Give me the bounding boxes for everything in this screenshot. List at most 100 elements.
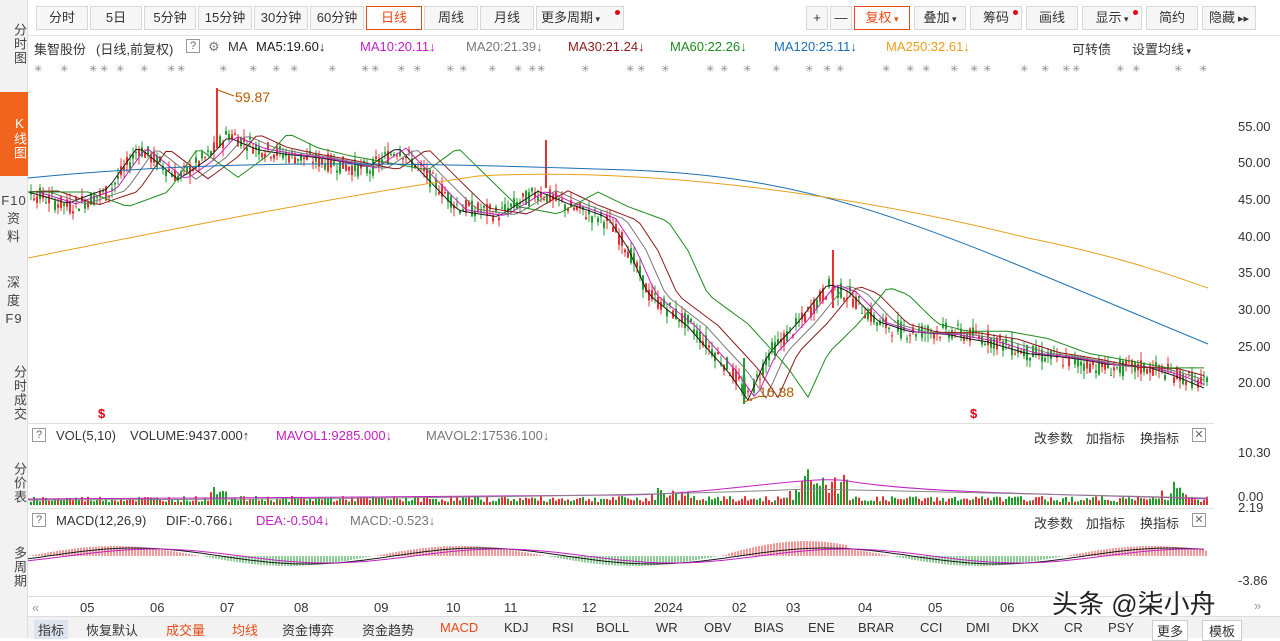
period-60min[interactable]: 60分钟	[310, 6, 364, 30]
tab-indicator[interactable]: 指标	[34, 620, 69, 639]
volume-bar	[324, 497, 326, 505]
volume-bar	[126, 500, 128, 505]
nav-multi-period[interactable]: 多周期	[12, 546, 27, 588]
period-more[interactable]: 更多周期 ▾	[536, 6, 624, 30]
candle-body	[501, 207, 503, 209]
help-icon[interactable]: ?	[32, 428, 46, 442]
close-icon[interactable]: ✕	[1192, 513, 1206, 527]
period-15min[interactable]: 15分钟	[198, 6, 252, 30]
volume-bar	[645, 498, 647, 505]
candle-body	[906, 338, 908, 340]
tab-bias[interactable]: BIAS	[754, 620, 784, 635]
zoom-out-button[interactable]: —	[830, 6, 852, 30]
tab-dkx[interactable]: DKX	[1012, 620, 1039, 635]
tab-volume[interactable]: 成交量	[166, 623, 206, 638]
vol-params-button[interactable]: 改参数	[1034, 431, 1074, 446]
fuquan-dropdown[interactable]: 复权 ▾	[854, 6, 910, 30]
tab-cr[interactable]: CR	[1064, 620, 1083, 635]
candle-body	[750, 399, 752, 401]
volume-bar	[672, 490, 674, 505]
nav-f10[interactable]: F10 资料	[1, 193, 27, 244]
macd-switch-indicator-button[interactable]: 换指标	[1140, 516, 1180, 531]
time-tick: 12	[582, 600, 597, 615]
period-monthly[interactable]: 月线	[480, 6, 534, 30]
period-30min[interactable]: 30分钟	[254, 6, 308, 30]
candle-body	[867, 311, 869, 320]
nav-f9[interactable]: 深度 F9	[5, 275, 23, 326]
tab-rsi[interactable]: RSI	[552, 620, 574, 635]
volume-bar	[249, 499, 251, 505]
candle-body	[333, 161, 335, 166]
period-daily[interactable]: 日线	[366, 6, 422, 30]
convertible-bond-link[interactable]: 可转债	[1072, 42, 1112, 57]
zoom-in-button[interactable]: +	[806, 6, 828, 30]
volume-bar	[81, 497, 83, 505]
drawline-button[interactable]: 画线	[1026, 6, 1078, 30]
volume-bar	[354, 501, 356, 505]
tab-ene[interactable]: ENE	[808, 620, 835, 635]
volume-bar	[567, 499, 569, 505]
scroll-right-icon[interactable]: »	[1254, 598, 1262, 613]
gear-icon[interactable]: ⚙	[208, 39, 220, 54]
volume-bar	[312, 500, 314, 505]
tab-kdj[interactable]: KDJ	[504, 620, 529, 635]
hide-button[interactable]: 隐藏 ▸▸	[1202, 6, 1256, 30]
tab-dmi[interactable]: DMI	[966, 620, 990, 635]
period-intraday[interactable]: 分时	[36, 6, 88, 30]
tab-boll[interactable]: BOLL	[596, 620, 630, 635]
nav-ticks[interactable]: 分时成交	[12, 365, 27, 421]
event-mark-icon: ✳	[720, 64, 728, 75]
volume-bar	[1026, 501, 1028, 505]
tab-brar[interactable]: BRAR	[858, 620, 895, 635]
display-dropdown[interactable]: 显示 ▾	[1082, 6, 1142, 30]
close-icon[interactable]: ✕	[1192, 428, 1206, 442]
kline-chart[interactable]: ✳ ✳ ✳ ✳ ✳ ✳ ✳ ✳ ✳ ✳ ✳ ✳ ✳ ✳ ✳ ✳ ✳ ✳ ✳ ✳ ✳ ✳ ✳ ✳ ✳ ✳ ✳ ✳ ✳ ✳ ✳ ✳ ✳ ✳ ✳ ✳ ✳ ✳ ✳ ✳…	[28, 58, 1214, 422]
candle-body	[375, 156, 377, 160]
tab-fund-game[interactable]: 资金博弈	[282, 623, 335, 638]
overlay-dropdown[interactable]: 叠加 ▾	[914, 6, 966, 30]
tab-restore-default[interactable]: 恢复默认	[86, 623, 139, 638]
vol-switch-indicator-button[interactable]: 换指标	[1140, 431, 1180, 446]
scroll-left-icon[interactable]: «	[32, 600, 40, 615]
macd-chart[interactable]	[28, 530, 1214, 596]
candle-body	[819, 290, 821, 302]
watermark: 头条 @柒小舟	[1052, 589, 1216, 619]
volume-tick: 0.00	[1238, 489, 1264, 504]
candle-body	[252, 148, 254, 154]
volume-bar	[702, 499, 704, 505]
vol-add-indicator-button[interactable]: 加指标	[1086, 431, 1126, 446]
nav-intraday[interactable]: 分时图	[12, 23, 27, 65]
chips-button[interactable]: 筹码	[970, 6, 1022, 30]
ma-info-line: 集智股份 (日线,前复权) ? ⚙ MA MA5:19.60↓ MA10:20.…	[28, 36, 1280, 58]
volume-bar	[423, 497, 425, 505]
tab-macd[interactable]: MACD	[440, 620, 479, 635]
candle-body	[129, 162, 131, 169]
tab-psy[interactable]: PSY	[1108, 620, 1135, 635]
candle-body	[1080, 361, 1082, 366]
volume-bar	[48, 500, 50, 505]
set-ma-dropdown[interactable]: 设置均线 ▾	[1132, 39, 1191, 58]
tab-obv[interactable]: OBV	[704, 620, 732, 635]
volume-bar	[933, 501, 935, 505]
help-icon[interactable]: ?	[186, 39, 200, 53]
candle-body	[75, 197, 77, 202]
candle-body	[627, 251, 629, 258]
macd-add-indicator-button[interactable]: 加指标	[1086, 516, 1126, 531]
tab-ma[interactable]: 均线	[232, 623, 259, 638]
tab-cci[interactable]: CCI	[920, 620, 943, 635]
volume-bar	[390, 499, 392, 505]
period-5day[interactable]: 5日	[90, 6, 142, 30]
simple-button[interactable]: 简约	[1146, 6, 1198, 30]
tab-wr[interactable]: WR	[656, 620, 678, 635]
candle-body	[954, 334, 956, 336]
volume-chart[interactable]	[28, 445, 1214, 507]
period-weekly[interactable]: 周线	[424, 6, 478, 30]
tab-fund-trend[interactable]: 资金趋势	[362, 623, 415, 638]
volume-bar	[51, 500, 53, 505]
nav-kline[interactable]: K线图	[0, 92, 28, 176]
macd-params-button[interactable]: 改参数	[1034, 516, 1074, 531]
nav-price-table[interactable]: 分价表	[12, 462, 27, 504]
period-5min[interactable]: 5分钟	[144, 6, 196, 30]
macd-title: MACD(12,26,9)	[56, 513, 147, 528]
help-icon[interactable]: ?	[32, 513, 46, 527]
